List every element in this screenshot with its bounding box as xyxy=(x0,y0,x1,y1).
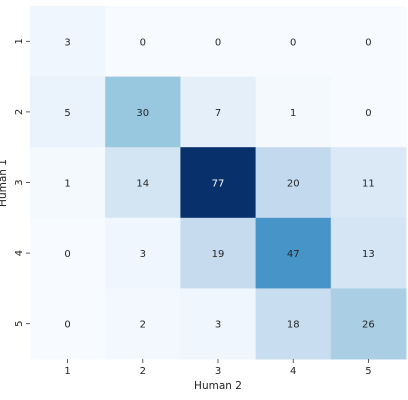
heatmap-cell-r4-c4 xyxy=(255,217,332,289)
heatmap-cell-r2-c5 xyxy=(330,76,407,148)
heatmap-cell-r5-c4 xyxy=(255,288,332,360)
cell-value-r2-c1: 5 xyxy=(64,108,70,119)
cell-value-r3-c5: 11 xyxy=(362,179,375,190)
cell-annotations: 3 0 0 0 05 30 7 1 01 14 77 20 110 3 19 47 130 2 3 18 26 xyxy=(64,37,374,330)
cell-value-r5-c5: 26 xyxy=(362,320,375,331)
x-tick-label: 5 xyxy=(365,366,371,377)
cell-value-r2-c4: 1 xyxy=(290,108,296,119)
heatmap-cell-r4-c5 xyxy=(330,217,407,289)
cell-value-r1-c2: 0 xyxy=(140,37,146,48)
heatmap-cells xyxy=(30,6,407,360)
heatmap-cell-r5-c1 xyxy=(30,288,106,360)
heatmap-cell-r3-c1 xyxy=(30,147,106,219)
heatmap-cell-r4-c3 xyxy=(180,217,257,289)
x-tick-label: 4 xyxy=(290,366,296,377)
cell-value-r5-c1: 0 xyxy=(64,320,70,331)
cell-value-r5-c3: 3 xyxy=(215,320,221,331)
heatmap-cell-r4-c2 xyxy=(105,217,181,289)
x-tick-label: 2 xyxy=(140,366,146,377)
cell-value-r1-c3: 0 xyxy=(215,37,221,48)
cell-value-r5-c4: 18 xyxy=(287,320,300,331)
heatmap-cell-r5-c5 xyxy=(330,288,407,360)
cell-value-r4-c2: 3 xyxy=(140,249,146,260)
y-tick-label: 4 xyxy=(14,250,25,256)
heatmap-cell-r5-c3 xyxy=(180,288,257,360)
cell-value-r2-c5: 0 xyxy=(365,108,371,119)
x-axis-ticks: 1 2 3 4 5 xyxy=(64,359,372,377)
cell-value-r3-c4: 20 xyxy=(287,179,300,190)
x-axis-label: Human 2 xyxy=(194,380,242,392)
cell-value-r4-c3: 19 xyxy=(212,249,225,260)
heatmap-cell-r2-c2 xyxy=(105,76,181,148)
heatmap-cell-r3-c4 xyxy=(255,147,332,219)
y-axis-label: Human 1 xyxy=(0,159,9,207)
heatmap-cell-r1-c4 xyxy=(255,6,332,78)
heatmap-cell-r3-c5 xyxy=(330,147,407,219)
y-tick-label: 5 xyxy=(14,321,25,327)
y-tick-label: 2 xyxy=(14,109,25,115)
y-axis-ticks: 1 2 3 4 5 xyxy=(14,38,30,327)
heatmap-cell-r4-c1 xyxy=(30,217,106,289)
y-tick-label: 1 xyxy=(14,38,25,44)
heatmap-cell-r2-c4 xyxy=(255,76,332,148)
heatmap-cell-r3-c3 xyxy=(180,147,257,219)
cell-value-r1-c5: 0 xyxy=(365,37,371,48)
heatmap-cell-r1-c2 xyxy=(105,6,181,78)
cell-value-r4-c5: 13 xyxy=(362,249,375,260)
cell-value-r2-c3: 7 xyxy=(215,108,221,119)
cell-value-r3-c3: 77 xyxy=(212,179,225,190)
cell-value-r1-c1: 3 xyxy=(64,37,70,48)
cell-value-r1-c4: 0 xyxy=(290,37,296,48)
heatmap-cell-r5-c2 xyxy=(105,288,181,360)
y-tick-label: 3 xyxy=(14,179,25,185)
heatmap-cell-r3-c2 xyxy=(105,147,181,219)
cell-value-r3-c2: 14 xyxy=(136,179,149,190)
cell-value-r3-c1: 1 xyxy=(64,179,70,190)
heatmap-cell-r1-c5 xyxy=(330,6,407,78)
heatmap-cell-r2-c3 xyxy=(180,76,257,148)
heatmap-cell-r2-c1 xyxy=(30,76,106,148)
x-tick-label: 3 xyxy=(215,366,221,377)
cell-value-r5-c2: 2 xyxy=(140,320,146,331)
heatmap-cell-r1-c3 xyxy=(180,6,257,78)
x-tick-label: 1 xyxy=(64,366,70,377)
heatmap-cell-r1-c1 xyxy=(30,6,106,78)
cell-value-r4-c4: 47 xyxy=(287,249,300,260)
cell-value-r2-c2: 30 xyxy=(136,108,149,119)
cell-value-r4-c1: 0 xyxy=(64,249,70,260)
